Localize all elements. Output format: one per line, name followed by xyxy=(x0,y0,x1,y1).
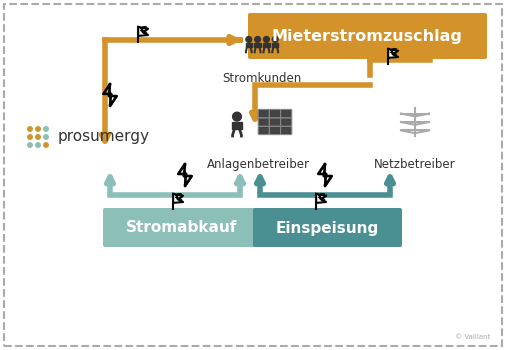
Text: Stromabkauf: Stromabkauf xyxy=(126,220,237,236)
Text: €: € xyxy=(174,194,182,203)
FancyBboxPatch shape xyxy=(280,110,291,118)
Polygon shape xyxy=(387,49,397,58)
FancyBboxPatch shape xyxy=(269,126,280,135)
Circle shape xyxy=(43,127,48,131)
FancyBboxPatch shape xyxy=(280,118,291,126)
FancyBboxPatch shape xyxy=(103,208,262,247)
Polygon shape xyxy=(316,194,325,203)
FancyBboxPatch shape xyxy=(269,118,280,126)
Text: Stromkunden: Stromkunden xyxy=(222,72,301,85)
Circle shape xyxy=(263,36,269,42)
FancyBboxPatch shape xyxy=(280,126,291,135)
Text: €: € xyxy=(317,194,325,203)
Circle shape xyxy=(232,112,241,121)
Text: Mieterstromzuschlag: Mieterstromzuschlag xyxy=(271,28,462,43)
Circle shape xyxy=(36,127,40,131)
FancyBboxPatch shape xyxy=(258,118,269,126)
Text: €: € xyxy=(388,48,396,58)
Polygon shape xyxy=(138,27,148,36)
FancyBboxPatch shape xyxy=(247,13,486,59)
Polygon shape xyxy=(232,122,241,130)
Polygon shape xyxy=(318,164,331,186)
Circle shape xyxy=(36,143,40,147)
Text: © Vaillant: © Vaillant xyxy=(453,334,489,340)
FancyBboxPatch shape xyxy=(258,110,269,118)
Polygon shape xyxy=(178,164,191,186)
Polygon shape xyxy=(173,194,183,203)
Circle shape xyxy=(272,36,278,42)
Circle shape xyxy=(43,135,48,139)
Polygon shape xyxy=(103,84,116,106)
FancyBboxPatch shape xyxy=(258,126,269,135)
Polygon shape xyxy=(254,43,260,47)
Text: €: € xyxy=(139,26,147,36)
Circle shape xyxy=(254,36,260,42)
FancyBboxPatch shape xyxy=(4,4,501,346)
Circle shape xyxy=(28,135,32,139)
FancyBboxPatch shape xyxy=(269,110,280,118)
Polygon shape xyxy=(245,43,251,47)
Text: Anlagenbetreiber: Anlagenbetreiber xyxy=(206,158,309,171)
Circle shape xyxy=(43,143,48,147)
FancyBboxPatch shape xyxy=(252,208,401,247)
Circle shape xyxy=(245,36,251,42)
Circle shape xyxy=(36,135,40,139)
Polygon shape xyxy=(272,43,278,47)
Text: prosumergy: prosumergy xyxy=(58,130,149,145)
Text: Netzbetreiber: Netzbetreiber xyxy=(374,158,455,171)
Circle shape xyxy=(28,143,32,147)
Polygon shape xyxy=(263,43,269,47)
Circle shape xyxy=(28,127,32,131)
Text: Einspeisung: Einspeisung xyxy=(275,220,378,236)
